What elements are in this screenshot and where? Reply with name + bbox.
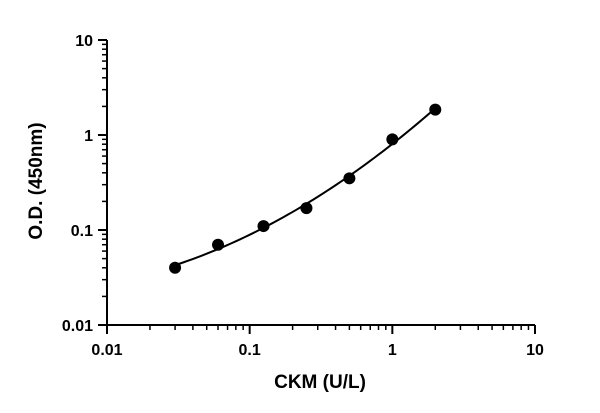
data-point: [429, 103, 442, 116]
tick-labels: 0.01 0.1 1 10 0.01 0.1 1 10: [62, 33, 544, 359]
ticks: [98, 39, 536, 334]
data-point: [212, 238, 225, 251]
y-axis-title: O.D. (450nm): [26, 122, 47, 239]
x-tick-label: 10: [526, 342, 544, 359]
x-tick-label: 1: [388, 342, 397, 359]
data-points: [169, 103, 442, 274]
data-point: [343, 172, 356, 185]
y-tick-label: 0.1: [71, 223, 93, 240]
y-tick-label: 10: [75, 33, 93, 50]
x-tick-label: 0.01: [91, 342, 122, 359]
x-tick-label: 0.1: [239, 342, 261, 359]
data-point: [386, 133, 399, 146]
data-point: [169, 261, 182, 274]
x-axis-title: CKM (U/L): [274, 372, 366, 393]
axes: [106, 40, 535, 326]
y-tick-label: 1: [84, 128, 93, 145]
data-point: [300, 202, 313, 215]
y-tick-label: 0.01: [62, 318, 93, 335]
data-point: [257, 220, 270, 233]
